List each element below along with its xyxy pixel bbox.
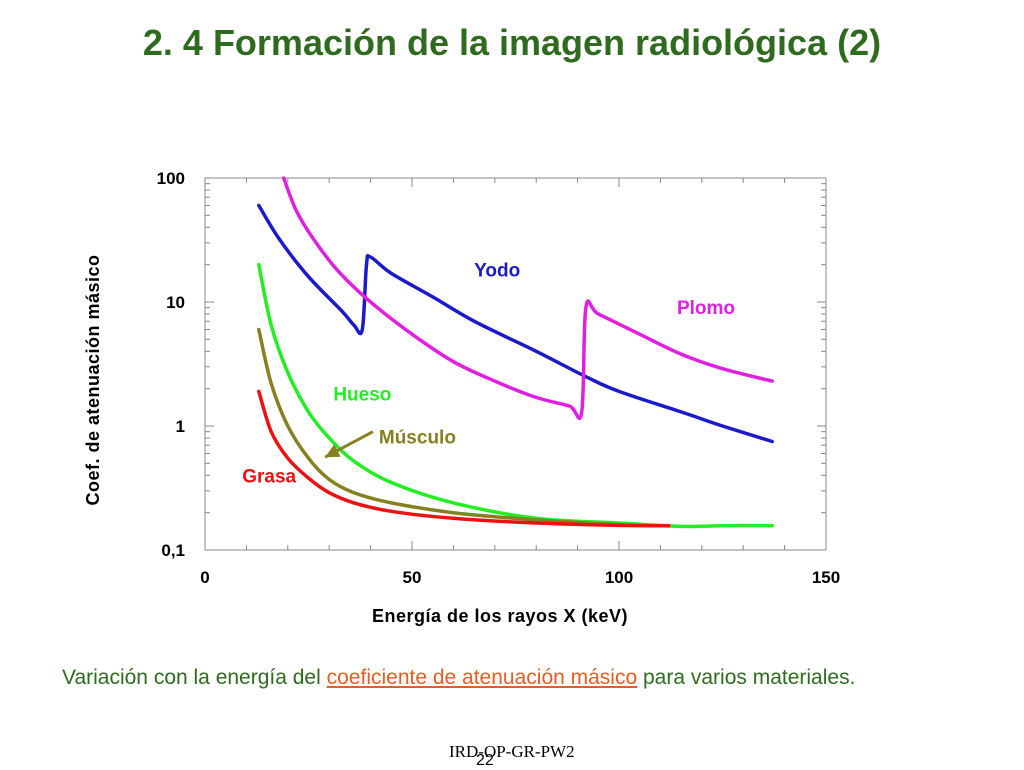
musculo-arrow-head [325, 444, 341, 458]
series-line-musculo [257, 327, 671, 528]
series-layer [257, 176, 774, 529]
slide-title: 2. 4 Formación de la imagen radiológica … [142, 22, 882, 63]
series-line-grasa [257, 389, 671, 528]
series-label-yodo: Yodo [474, 261, 520, 282]
y-axis: 0,1 1 10 100 [157, 169, 826, 560]
footer-code: IRD-OP-GR-PW2 [449, 742, 575, 761]
series-label-musculo: Músculo [379, 428, 456, 449]
x-tick-label: 150 [812, 568, 840, 587]
page-number: 22 [476, 752, 494, 769]
x-tick-label: 100 [605, 568, 633, 587]
series-line-yodo [257, 203, 774, 444]
caption-text-start: Variación con la energía del [62, 666, 327, 689]
y-tick-label: 0,1 [161, 541, 185, 560]
plot-frame [204, 177, 827, 551]
y-tick-label: 10 [166, 293, 185, 312]
series-label-hueso: Hueso [333, 385, 391, 406]
x-tick-label: 0 [200, 568, 209, 587]
series-label-plomo: Plomo [677, 298, 735, 319]
y-tick-label: 1 [176, 417, 185, 436]
series-line-plomo [281, 176, 774, 420]
annotation-layer: Yodo Plomo Hueso Músculo Grasa [242, 261, 735, 488]
x-tick-label: 50 [403, 568, 422, 587]
series-label-grasa: Grasa [242, 467, 296, 488]
figure-caption: Variación con la energía del coeficiente… [62, 664, 942, 692]
series-line-hueso [257, 262, 774, 529]
x-axis: 0 50 100 150 [200, 178, 840, 587]
y-tick-label: 100 [157, 169, 185, 188]
x-axis-title: Energía de los rayos X (keV) [372, 606, 628, 626]
plot-area-border [204, 177, 827, 551]
y-axis-title: Coef. de atenuación másico [83, 254, 103, 505]
caption-highlight: coeficiente de atenuación másico [326, 666, 638, 689]
caption-text-end: para varios materiales. [637, 666, 856, 689]
